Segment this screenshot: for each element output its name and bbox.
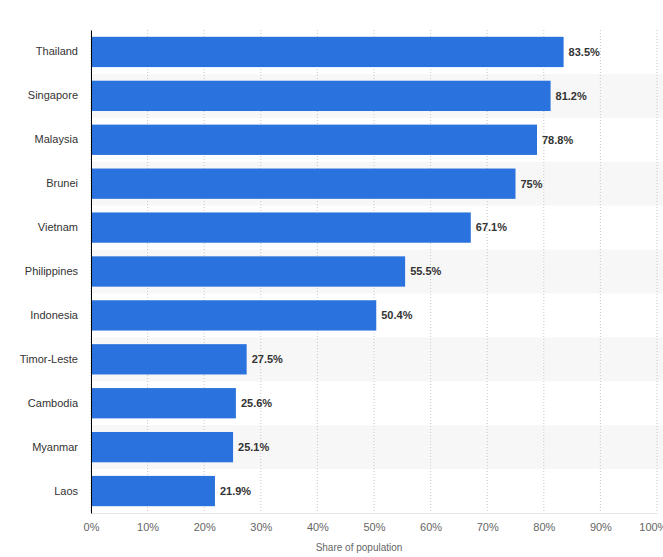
y-axis-line [91,31,92,514]
row-stripe [91,162,663,206]
x-axis-title: Share of population [316,542,403,553]
data-label: 55.5% [410,265,441,277]
plot: 83.5% 81.2% 78.8% 75% 67.1% 55.5% 50.4% 27.5% 25… [20,30,663,533]
y-tick: Vietnam [38,221,91,233]
y-tick: Thailand [36,45,91,57]
y-tick-label: Philippines [25,265,79,277]
x-tick-label: 0% [84,521,100,533]
x-tick: 80% [533,513,555,533]
data-label: 78.8% [542,134,573,146]
bar [91,300,376,330]
data-label: 50.4% [381,309,412,321]
x-tick-label: 20% [194,521,216,533]
x-tick-label: 10% [137,521,159,533]
grid-line [600,30,601,513]
x-tick: 100% [639,513,663,533]
y-tick: Singapore [28,89,91,101]
x-tick-label: 100% [639,521,663,533]
x-tick: 70% [477,513,499,533]
y-tick: Laos [54,485,91,497]
data-label: 75% [521,178,543,190]
bars [91,37,564,506]
data-label: 81.2% [556,90,587,102]
grid-line [657,30,658,513]
bar [91,37,564,67]
y-tick: Brunei [46,177,91,189]
x-tick-label: 60% [420,521,442,533]
data-labels: 83.5% 81.2% 78.8% 75% 67.1% 55.5% 50.4% 27.5% 25… [220,46,600,497]
x-tick-label: 50% [363,521,385,533]
x-tick: 30% [250,513,272,533]
grid-line [91,30,92,513]
y-tick: Timor-Leste [20,353,91,365]
x-tick-label: 40% [307,521,329,533]
bar [91,81,551,111]
x-tick: 20% [194,513,216,533]
y-tick: Malaysia [35,133,91,145]
y-tick-label: Malaysia [35,133,79,145]
x-tick: 10% [137,513,159,533]
y-tick: Cambodia [28,397,91,409]
data-label: 27.5% [252,353,283,365]
bar [91,125,537,155]
data-label: 83.5% [569,46,600,58]
y-tick: Myanmar [32,441,91,453]
bar [91,388,236,418]
data-label: 67.1% [476,221,507,233]
x-tick: 50% [363,513,385,533]
data-label: 21.9% [220,485,251,497]
y-tick-label: Brunei [46,177,78,189]
bar [91,344,247,374]
chart: 83.5% 81.2% 78.8% 75% 67.1% 55.5% 50.4% 27.5% 25… [0,0,663,557]
row-stripes [91,74,663,469]
row-stripe [91,337,663,381]
y-tick-label: Myanmar [32,441,78,453]
y-tick-label: Vietnam [38,221,78,233]
bar [91,212,471,242]
x-axis: 0% 10% 20% 30% 40% 50% 60% 70% 80% 90% 100% [84,513,663,533]
y-tick-label: Timor-Leste [20,353,78,365]
y-tick-label: Laos [54,485,78,497]
bar [91,432,233,462]
y-tick-label: Thailand [36,45,78,57]
data-label: 25.1% [238,441,269,453]
y-axis: Thailand Singapore Malaysia Brunei Vietnam Ph… [20,31,92,514]
y-tick: Philippines [25,265,91,277]
y-tick-label: Indonesia [30,309,79,321]
x-tick: 40% [307,513,329,533]
grid [91,30,657,513]
x-tick-label: 70% [477,521,499,533]
bar [91,476,215,506]
bar [91,256,405,286]
x-tick: 0% [84,513,100,533]
bar [91,169,516,199]
y-tick-label: Singapore [28,89,78,101]
data-label: 25.6% [241,397,272,409]
x-tick: 90% [590,513,612,533]
y-tick-label: Cambodia [28,397,79,409]
row-stripe [91,425,663,469]
x-tick-label: 90% [590,521,612,533]
x-tick: 60% [420,513,442,533]
y-tick: Indonesia [30,309,91,321]
x-tick-label: 80% [533,521,555,533]
row-stripe [91,74,663,118]
row-stripe [91,250,663,294]
x-axis-line [92,513,658,514]
x-tick-label: 30% [250,521,272,533]
